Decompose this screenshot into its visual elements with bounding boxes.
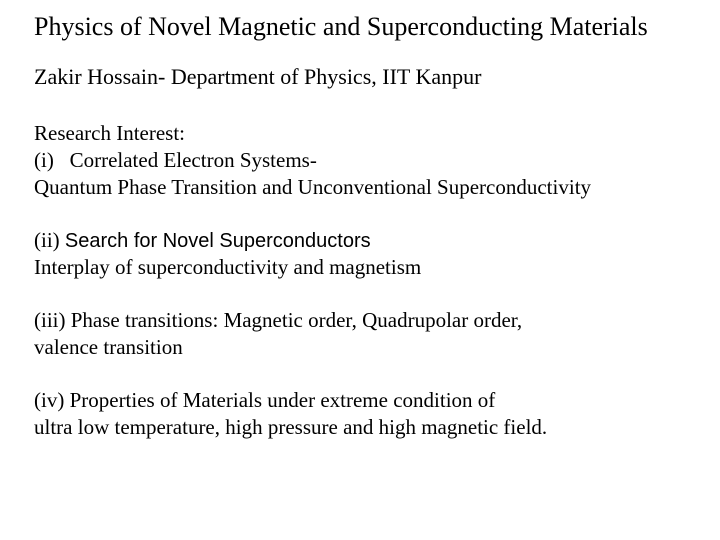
- section-3-line-2: valence transition: [34, 335, 183, 359]
- section-2-heading: Search for Novel Superconductors: [65, 230, 371, 252]
- section-4: (iv) Properties of Materials under extre…: [34, 387, 698, 441]
- section-4-line-1: (iv) Properties of Materials under extre…: [34, 388, 495, 412]
- page-title: Physics of Novel Magnetic and Supercondu…: [34, 12, 698, 42]
- research-interest-heading: Research Interest:: [34, 121, 185, 145]
- section-2-line-1: Interplay of superconductivity and magne…: [34, 255, 421, 279]
- section-1-line-2: Quantum Phase Transition and Unconventio…: [34, 175, 591, 199]
- slide: Physics of Novel Magnetic and Supercondu…: [0, 0, 720, 540]
- section-2-prefix: (ii): [34, 228, 65, 252]
- section-2: (ii) Search for Novel Superconductors In…: [34, 227, 698, 281]
- section-3-line-1: (iii) Phase transitions: Magnetic order,…: [34, 308, 522, 332]
- section-1: Research Interest: (i) Correlated Electr…: [34, 120, 698, 201]
- section-3: (iii) Phase transitions: Magnetic order,…: [34, 307, 698, 361]
- section-1-line-1: (i) Correlated Electron Systems-: [34, 148, 317, 172]
- author-line: Zakir Hossain- Department of Physics, II…: [34, 64, 698, 90]
- section-4-line-2: ultra low temperature, high pressure and…: [34, 415, 547, 439]
